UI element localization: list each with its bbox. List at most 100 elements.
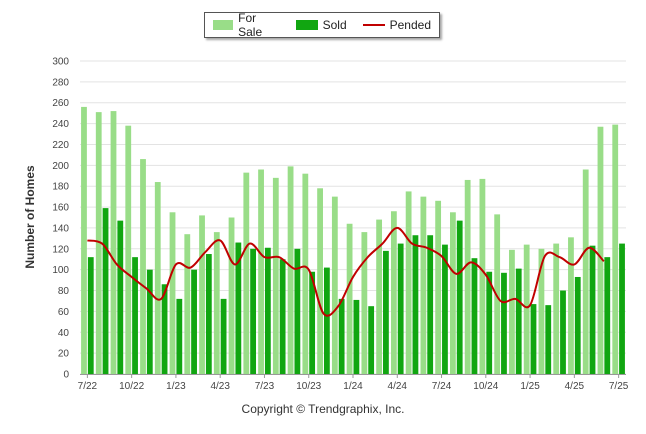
bar-sold	[205, 254, 212, 374]
legend-item-sold[interactable]: Sold	[295, 18, 347, 32]
bar-sold	[117, 220, 124, 374]
bar-sold	[412, 235, 419, 374]
legend-swatch-pended	[362, 24, 385, 26]
bar-for-sale	[81, 106, 87, 374]
bar-series	[81, 106, 625, 374]
bar-sold	[220, 298, 227, 374]
bar-sold	[383, 250, 389, 374]
bar-for-sale	[199, 215, 205, 374]
y-axis-ticks: 0 20 40 60 80 100 120 140 160 180 200 220 240 260 280 3…	[52, 57, 69, 381]
bar-for-sale	[331, 196, 338, 374]
bar-sold	[250, 248, 257, 374]
x-tick-label: 1/24	[343, 381, 363, 392]
bar-for-sale	[184, 234, 191, 374]
legend: For Sale Sold Pended	[204, 11, 440, 39]
bar-sold	[323, 267, 330, 374]
y-tick-label: 180	[52, 182, 69, 193]
bar-for-sale	[243, 172, 250, 374]
bar-for-sale	[258, 169, 264, 374]
bar-sold	[442, 244, 448, 374]
bar-for-sale	[317, 188, 323, 374]
bar-sold	[353, 299, 360, 374]
y-tick-label: 0	[63, 370, 69, 381]
legend-swatch-sold	[295, 20, 318, 30]
bar-for-sale	[405, 191, 412, 374]
bar-sold	[176, 298, 183, 374]
legend-label-pended: Pended	[389, 18, 431, 32]
x-tick-label: 7/22	[78, 381, 98, 392]
bar-sold	[161, 284, 168, 374]
x-tick-label: 1/25	[520, 381, 540, 392]
y-tick-label: 200	[52, 161, 69, 172]
bar-sold	[338, 298, 345, 374]
bar-sold	[589, 245, 596, 374]
bar-sold	[146, 269, 153, 374]
y-axis-label: Number of Homes	[23, 165, 37, 269]
y-tick-label: 240	[52, 119, 69, 130]
y-tick-label: 20	[58, 349, 70, 360]
y-tick-label: 140	[52, 223, 69, 234]
bar-sold	[619, 243, 625, 374]
bar-for-sale	[523, 244, 530, 374]
bar-for-sale	[420, 196, 427, 374]
bar-for-sale	[568, 237, 574, 374]
bar-for-sale	[449, 212, 456, 374]
bar-for-sale	[597, 126, 604, 374]
x-tick-label: 4/24	[388, 381, 408, 392]
y-tick-label: 60	[58, 307, 70, 318]
y-tick-label: 300	[52, 57, 69, 68]
legend-item-for-sale[interactable]: For Sale	[213, 11, 280, 39]
bar-for-sale	[213, 232, 220, 374]
bar-for-sale	[553, 243, 560, 374]
bar-sold	[545, 305, 552, 374]
bar-sold	[264, 247, 271, 374]
bar-sold	[515, 268, 522, 374]
x-tick-label: 1/23	[166, 381, 186, 392]
y-tick-label: 100	[52, 265, 69, 276]
legend-label-for-sale: For Sale	[238, 11, 263, 39]
bar-sold	[368, 306, 375, 374]
bar-sold	[530, 304, 537, 374]
x-tick-label: 7/25	[609, 381, 629, 392]
bar-for-sale	[390, 211, 397, 374]
pended-line-series	[87, 226, 605, 317]
x-tick-label: 10/22	[119, 381, 144, 392]
y-tick-label: 40	[58, 328, 70, 339]
x-tick-label: 7/24	[432, 381, 452, 392]
bar-for-sale	[538, 248, 545, 374]
y-tick-label: 80	[58, 286, 70, 297]
bar-sold	[132, 257, 138, 374]
bar-for-sale	[95, 112, 102, 374]
bar-for-sale	[110, 111, 117, 374]
bar-sold	[574, 276, 581, 374]
bar-sold	[309, 271, 316, 374]
bar-for-sale	[346, 223, 353, 374]
bar-sold	[560, 290, 566, 374]
bar-for-sale	[287, 166, 294, 374]
x-tick-label: 4/23	[210, 381, 230, 392]
bar-for-sale	[361, 232, 368, 374]
bar-sold	[191, 269, 197, 374]
bar-for-sale	[509, 249, 515, 374]
bar-for-sale	[376, 219, 383, 374]
bar-for-sale	[169, 212, 176, 374]
bar-for-sale	[494, 214, 501, 374]
bar-for-sale	[272, 177, 279, 374]
y-tick-label: 220	[52, 140, 69, 151]
bar-sold	[294, 248, 301, 374]
bar-for-sale	[464, 179, 471, 374]
y-tick-label: 120	[52, 244, 69, 255]
bar-sold	[427, 235, 434, 374]
legend-item-pended[interactable]: Pended	[362, 18, 431, 32]
bar-sold	[501, 272, 507, 374]
bar-sold	[235, 242, 242, 374]
bar-sold	[102, 208, 109, 374]
x-tick-label: 10/24	[473, 381, 498, 392]
bar-for-sale	[435, 200, 442, 374]
x-tick-label: 7/23	[255, 381, 275, 392]
y-tick-label: 280	[52, 77, 69, 88]
bar-for-sale	[612, 124, 619, 374]
bar-for-sale	[302, 173, 309, 374]
bar-sold	[604, 257, 611, 374]
y-tick-label: 260	[52, 98, 69, 109]
